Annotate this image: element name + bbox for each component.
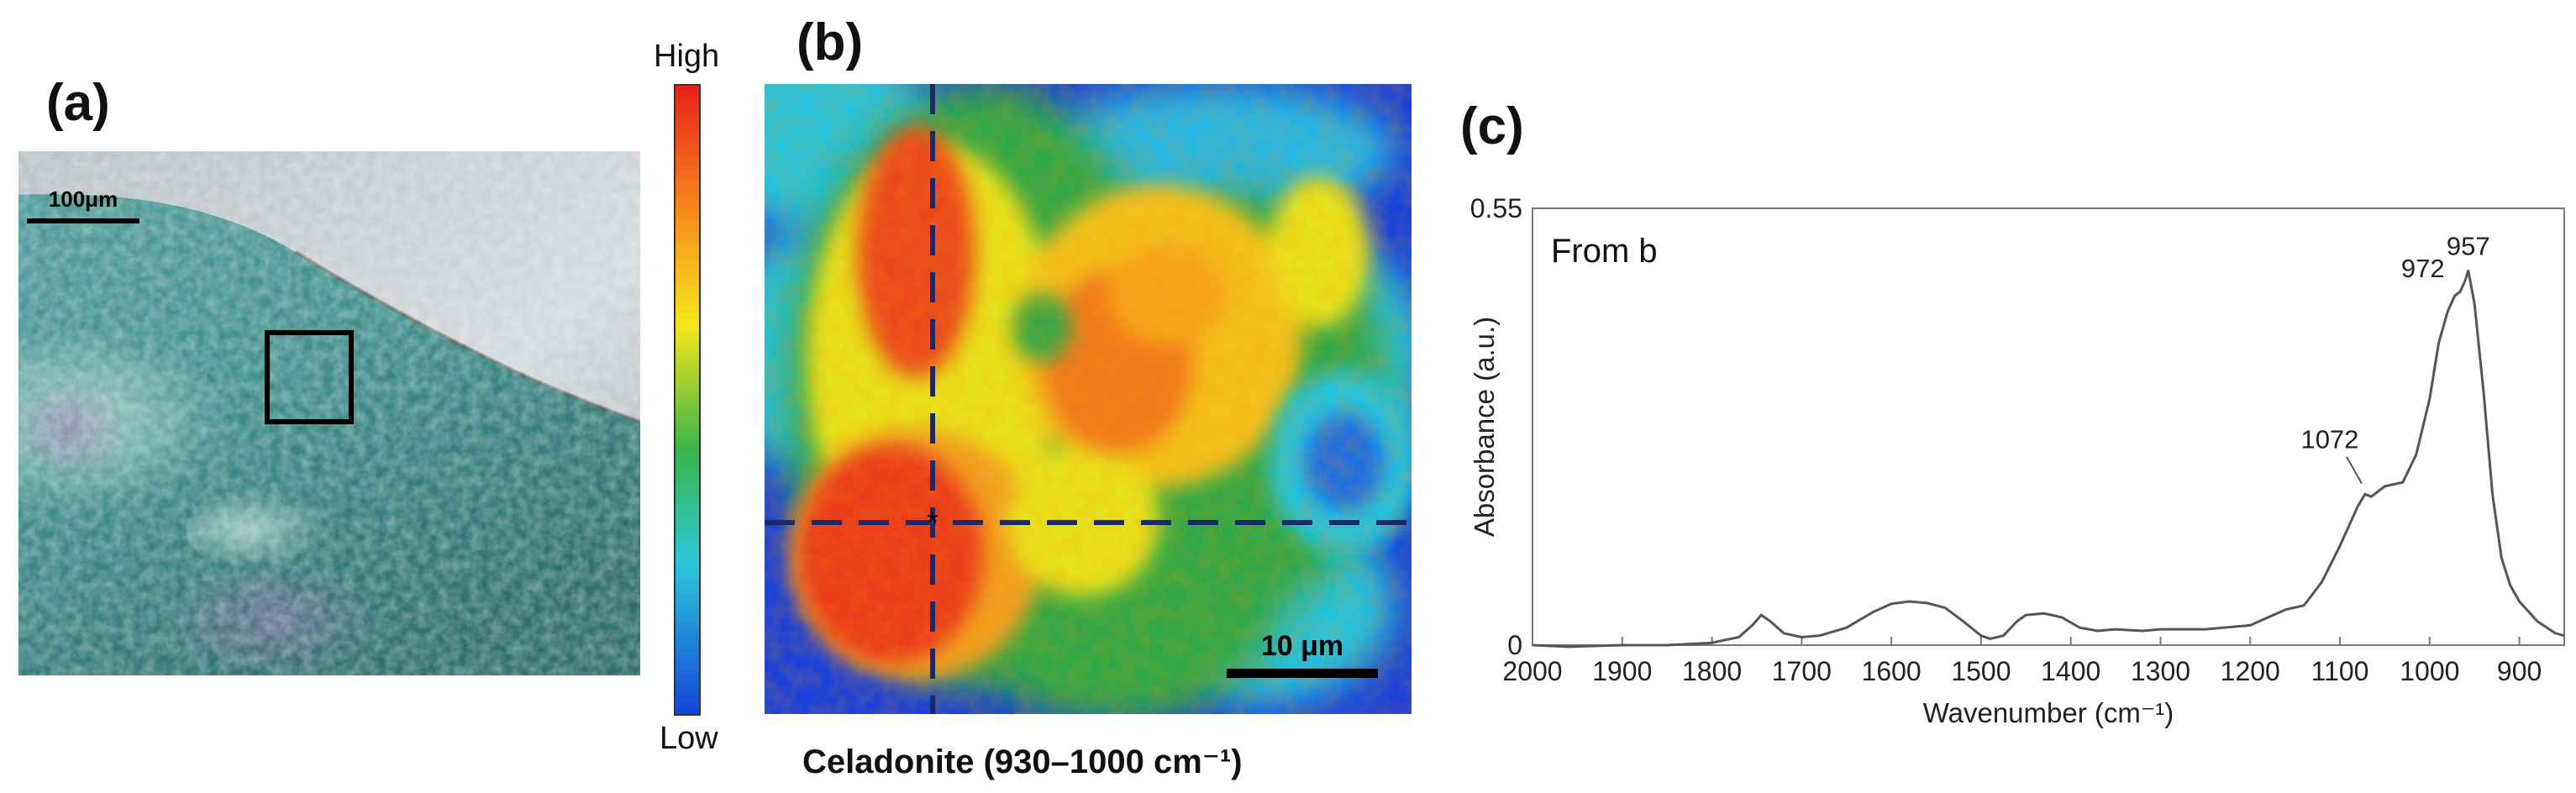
peak-leader-line (2346, 456, 2363, 485)
x-tick-label: 1100 (2311, 656, 2369, 686)
x-tick-label: 2000 (1502, 656, 1562, 686)
map-scale-bar-label: 10 μm (1261, 630, 1343, 662)
marker-star: * (927, 507, 938, 538)
x-tick-label: 1300 (2131, 656, 2190, 686)
x-tick-label: 900 (2497, 656, 2542, 686)
y-tick-label: 0.55 (1470, 193, 1522, 223)
panel-c-label: (c) (1460, 97, 1524, 155)
y-axis-ticks: 00.55 (1470, 193, 1541, 660)
x-tick-label: 1800 (1682, 656, 1742, 686)
x-axis-label: Wavenumber (cm⁻¹) (1923, 697, 2174, 728)
peak-label-957: 957 (2447, 232, 2490, 261)
y-axis-label: Absorbance (a.u.) (1470, 317, 1500, 537)
panel-b-label: (b) (796, 13, 864, 71)
map-caption: Celadonite (930–1000 cm⁻¹) (802, 743, 1243, 780)
scale-bar (27, 218, 139, 223)
x-tick-label: 1600 (1862, 656, 1921, 686)
x-tick-label: 1700 (1772, 656, 1832, 686)
x-axis-ticks: 2000 1900 1800 1700 1600 1500 1400 1300 1200 1100… (1502, 637, 2542, 686)
x-tick-label: 1500 (1951, 656, 2011, 686)
x-tick-label: 1200 (2221, 656, 2280, 686)
optical-micrograph: 100μm (18, 151, 640, 675)
x-tick-label: 1000 (2400, 656, 2459, 686)
scale-bar-label: 100μm (49, 186, 118, 212)
colorbar-high-label: High (654, 39, 720, 74)
peak-label-972: 972 (2401, 254, 2445, 283)
chemical-map: * 10 μm (765, 84, 1412, 714)
spectrum-line (1532, 270, 2565, 649)
colorbar (674, 84, 701, 716)
plot-frame (1532, 207, 2565, 646)
peak-label-1072: 1072 (2300, 425, 2358, 454)
map-scale-bar (1227, 669, 1378, 678)
panel-a-label: (a) (46, 74, 110, 132)
from-b-annotation: From b (1551, 233, 1658, 270)
ir-spectrum-chart: 2000 1900 1800 1700 1600 1500 1400 1300 1200 1100… (1470, 193, 2565, 728)
colorbar-low-label: Low (660, 721, 718, 756)
y-tick-label: 0 (1507, 630, 1522, 660)
x-tick-label: 1900 (1592, 656, 1652, 686)
x-tick-label: 1400 (2041, 656, 2100, 686)
region-of-interest-box (265, 330, 354, 424)
